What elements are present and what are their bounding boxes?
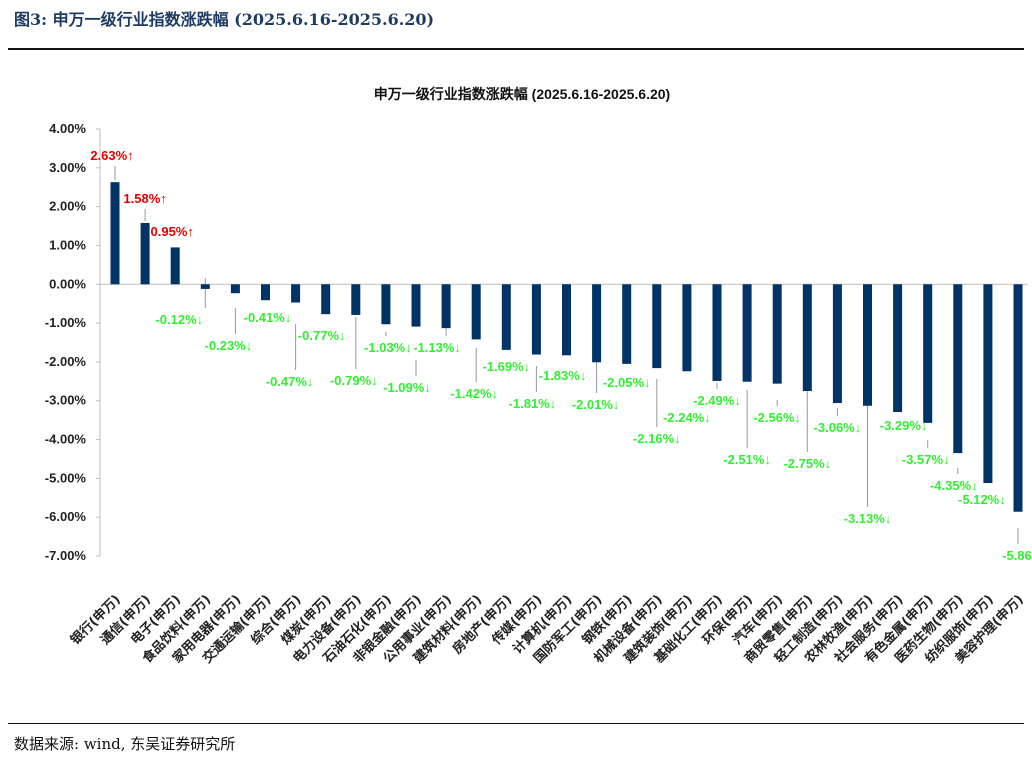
data-label: -2.05%↓ — [603, 375, 651, 390]
bar — [230, 284, 240, 294]
data-label: -3.13%↓ — [844, 511, 892, 526]
bar — [411, 284, 421, 327]
data-label: -2.49%↓ — [693, 393, 741, 408]
bar — [471, 284, 481, 340]
bar — [200, 284, 210, 289]
data-label: -0.77%↓ — [298, 328, 346, 343]
y-tick-label: 3.00% — [49, 160, 86, 175]
bar — [562, 284, 571, 356]
data-label: -3.29%↓ — [880, 418, 928, 433]
bar — [351, 284, 361, 315]
y-tick-label: 1.00% — [49, 237, 86, 252]
data-label: 1.58%↑ — [123, 191, 166, 206]
data-label: -0.41%↓ — [244, 310, 292, 325]
y-tick-label: 4.00% — [49, 121, 86, 136]
data-label: 0.95%↑ — [151, 224, 194, 239]
data-label: -2.51%↓ — [723, 452, 771, 467]
data-label: -2.24%↓ — [663, 410, 711, 425]
bar — [110, 182, 120, 285]
data-label: -2.75%↓ — [783, 456, 831, 471]
y-tick-label: -2.00% — [45, 354, 87, 369]
data-label: -1.03%↓ — [364, 340, 412, 355]
bar — [772, 284, 782, 384]
bar — [501, 284, 511, 350]
data-label: -0.23%↓ — [205, 338, 253, 353]
data-label: -2.56%↓ — [753, 410, 801, 425]
top-divider — [8, 48, 1024, 50]
bar — [592, 284, 602, 363]
bar-chart: 申万一级行业指数涨跌幅 (2025.6.16-2025.6.20) 4.00% 3… — [45, 86, 1032, 667]
data-label: -2.01%↓ — [572, 397, 620, 412]
data-label: -1.83%↓ — [539, 368, 587, 383]
y-tick-label: 2.00% — [49, 199, 86, 214]
y-tick-label: -4.00% — [45, 432, 87, 447]
bar — [531, 284, 541, 355]
data-label: -4.35%↓ — [930, 478, 978, 493]
bar — [441, 284, 451, 329]
data-label: -1.09%↓ — [383, 380, 431, 395]
bar — [893, 284, 903, 412]
y-tick-label: -7.00% — [45, 548, 87, 563]
data-label: -5.86%↓ — [1002, 548, 1032, 563]
bar — [983, 284, 993, 484]
bar — [1013, 284, 1023, 512]
data-label: -0.47%↓ — [266, 374, 314, 389]
bar — [712, 284, 722, 381]
data-label: -3.06%↓ — [814, 420, 862, 435]
figure-title: 图3: 申万一级行业指数涨跌幅 (2025.6.16-2025.6.20) — [14, 10, 435, 29]
y-tick-label: -6.00% — [45, 509, 87, 524]
data-label: -1.13%↓ — [413, 340, 461, 355]
bar — [261, 284, 270, 301]
data-label: -1.81%↓ — [509, 396, 557, 411]
bar — [923, 284, 933, 423]
bar — [863, 284, 872, 406]
bottom-divider — [8, 723, 1024, 724]
data-label: -5.12%↓ — [958, 492, 1006, 507]
bar — [381, 284, 391, 325]
data-label: -2.16%↓ — [633, 431, 681, 446]
bar — [682, 284, 692, 372]
source-note: 数据来源: wind, 东吴证券研究所 — [14, 735, 236, 753]
bar — [832, 284, 842, 404]
y-tick-label: -1.00% — [45, 315, 87, 330]
bar — [953, 284, 963, 454]
bar — [291, 284, 301, 303]
bar — [622, 284, 632, 364]
chart-title: 申万一级行业指数涨跌幅 (2025.6.16-2025.6.20) — [374, 86, 670, 102]
y-tick-label: -5.00% — [45, 470, 87, 485]
data-label: -3.57%↓ — [902, 452, 950, 467]
bar — [321, 284, 331, 315]
y-tick-label: 0.00% — [49, 276, 86, 291]
data-label: -1.42%↓ — [450, 386, 498, 401]
data-label: -0.79%↓ — [330, 373, 378, 388]
bar — [170, 247, 180, 285]
data-label: -1.69%↓ — [482, 359, 530, 374]
bar — [140, 222, 150, 285]
bar — [802, 284, 812, 392]
y-tick-label: -3.00% — [45, 393, 87, 408]
bar — [742, 284, 752, 382]
data-label: -0.12%↓ — [155, 312, 203, 327]
bar — [652, 284, 662, 369]
data-label: 2.63%↑ — [90, 148, 133, 163]
